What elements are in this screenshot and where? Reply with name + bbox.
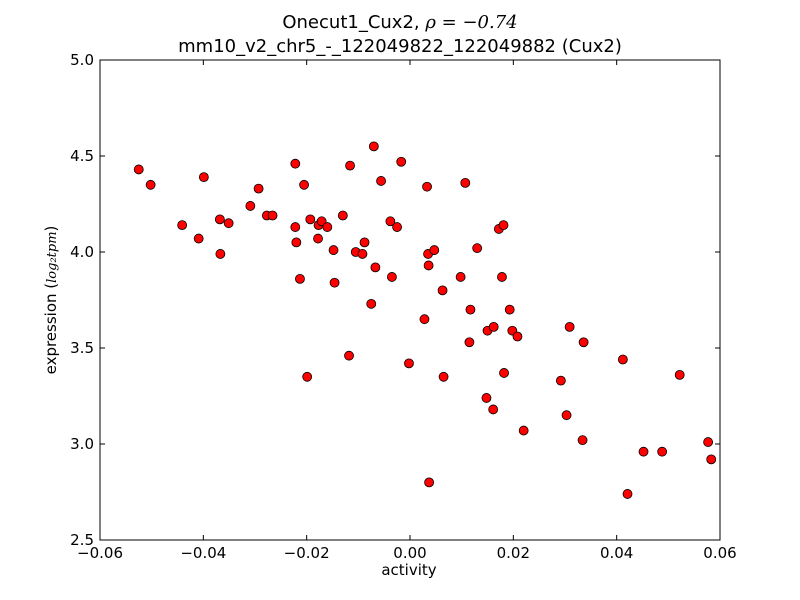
data-point: [564, 321, 575, 332]
data-point: [638, 446, 649, 457]
data-point: [198, 172, 209, 183]
data-point: [703, 437, 714, 447]
y-tick-label: 4.0: [70, 243, 94, 261]
data-point: [422, 181, 432, 192]
data-point: [419, 314, 430, 325]
data-points: [133, 141, 717, 499]
data-point: [706, 454, 717, 465]
data-point: [437, 285, 448, 296]
chart-title: Onecut1_Cux2, ρ = −0.74: [0, 12, 800, 33]
chart-subtitle: mm10_v2_chr5_-_122049822_122049882 (Cux2…: [178, 36, 622, 57]
data-point: [344, 350, 354, 361]
data-point: [396, 156, 407, 167]
data-point: [512, 331, 523, 342]
data-point: [145, 179, 156, 190]
data-point: [290, 222, 301, 232]
data-point: [423, 260, 434, 271]
data-point: [481, 393, 492, 403]
x-tick-label: −0.06: [77, 544, 123, 562]
y-label-prefix: expression (: [42, 282, 60, 375]
data-point: [313, 233, 323, 244]
data-point: [337, 210, 348, 221]
data-point: [657, 446, 668, 457]
data-point: [291, 237, 302, 248]
data-point: [366, 298, 377, 309]
data-point: [504, 304, 515, 315]
x-tick-label: 0.02: [497, 544, 530, 562]
data-point: [245, 201, 256, 211]
data-point: [359, 237, 370, 248]
data-point: [387, 272, 397, 282]
data-point: [455, 272, 466, 282]
data-point: [577, 435, 588, 446]
data-point: [392, 222, 402, 232]
data-point: [295, 273, 305, 284]
data-point: [464, 337, 475, 348]
y-tick-label: 4.5: [70, 147, 94, 165]
data-point: [438, 371, 449, 382]
data-point: [368, 141, 379, 152]
y-label-math: log₂tpm: [45, 231, 60, 283]
data-point: [404, 358, 414, 369]
data-point: [465, 304, 476, 315]
data-point: [305, 214, 316, 225]
x-tick-label: −0.04: [180, 544, 226, 562]
data-point: [253, 183, 264, 194]
data-point: [498, 220, 509, 231]
data-point: [370, 262, 381, 273]
data-point: [429, 245, 440, 255]
x-tick-label: 0.06: [703, 544, 736, 562]
data-point: [376, 176, 386, 186]
data-point: [214, 214, 225, 225]
y-label-suffix: ): [42, 225, 60, 232]
data-point: [424, 477, 435, 488]
data-point: [561, 410, 572, 421]
data-point: [177, 220, 188, 231]
data-point: [290, 158, 301, 169]
data-point: [345, 160, 355, 171]
data-point: [499, 368, 509, 378]
data-point: [267, 210, 278, 221]
data-point: [518, 425, 529, 436]
x-tick-label: −0.02: [284, 544, 330, 562]
plot-area: [99, 59, 721, 541]
y-tick-label: 3.0: [70, 435, 94, 453]
data-point: [316, 216, 327, 227]
y-tick-label: 2.5: [70, 531, 94, 549]
data-point: [555, 375, 566, 386]
data-point: [223, 218, 234, 229]
data-point: [674, 369, 685, 380]
data-point: [329, 277, 340, 288]
x-tick-label: 0.00: [393, 544, 426, 562]
data-point: [385, 216, 396, 227]
y-tick-label: 3.5: [70, 339, 94, 357]
data-point: [322, 222, 333, 232]
data-point: [193, 233, 204, 244]
x-tick-label: 0.04: [600, 544, 633, 562]
data-point: [578, 337, 589, 348]
data-point: [215, 249, 226, 259]
title-prefix: Onecut1_Cux2,: [282, 12, 426, 33]
data-point: [357, 249, 368, 259]
data-point: [302, 371, 313, 382]
y-axis-label: expression (log₂tpm): [42, 226, 60, 375]
data-point: [622, 489, 633, 499]
data-point: [328, 245, 339, 255]
data-point: [497, 272, 507, 282]
data-point: [133, 164, 144, 175]
data-point: [488, 321, 499, 332]
data-point: [488, 404, 499, 415]
data-point: [299, 179, 309, 190]
title-rho: ρ = −0.74: [425, 12, 518, 33]
data-point: [460, 177, 471, 188]
y-tick-label: 5.0: [70, 51, 94, 69]
data-point: [472, 243, 483, 254]
data-point: [617, 354, 628, 365]
axis-ticks: −0.06 −0.04 −0.02 0.00 0.02 0.04 0.06 2.5 3.0 3.5…: [70, 51, 737, 562]
x-axis-label: activity: [381, 561, 437, 579]
